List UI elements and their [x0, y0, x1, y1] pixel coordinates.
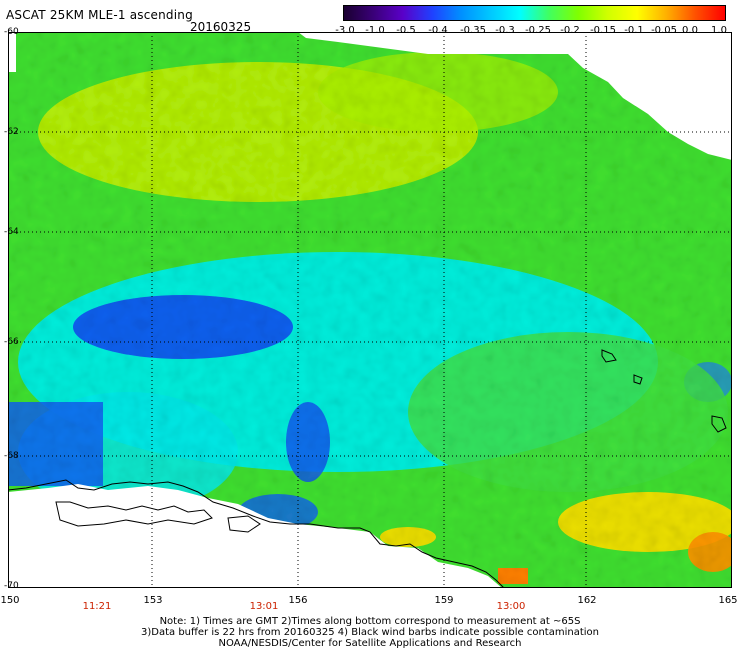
colorbar-label: -0.4 [428, 25, 448, 36]
orange-region [498, 568, 528, 584]
colorbar-label: -3.0 [335, 25, 355, 36]
map-plot [8, 32, 732, 588]
blue-region [8, 402, 103, 486]
land-region [8, 484, 502, 588]
colorbar-label: -1.0 [365, 25, 385, 36]
land-region [8, 32, 16, 72]
colorbar-label: -0.2 [560, 25, 580, 36]
colorbar-label: 1.0 [711, 25, 727, 36]
footnote-line: 3)Data buffer is 22 hrs from 20160325 4)… [141, 627, 599, 638]
coastline [55, 501, 213, 527]
green-region [408, 332, 728, 492]
lat-label: -66 [4, 337, 19, 347]
orange-region [688, 532, 732, 572]
colorbar-label: -0.35 [460, 25, 486, 36]
yellow-region [558, 492, 732, 552]
map-title: ASCAT 25KM MLE-1 ascending [6, 8, 193, 22]
yellow-region [380, 527, 436, 547]
lon-label: 156 [288, 595, 308, 606]
lat-label: -70 [4, 581, 19, 591]
blue-region [73, 295, 293, 359]
map-date: 20160325 [190, 20, 252, 34]
colorbar-label: -0.05 [651, 25, 677, 36]
lon-label: 159 [434, 595, 454, 606]
yellow-green-region [318, 52, 558, 132]
pass-time: 11:21 [82, 601, 112, 612]
colorbar-label: -0.15 [590, 25, 616, 36]
colorbar-label: -0.25 [525, 25, 551, 36]
lat-label: -62 [4, 127, 19, 137]
lon-label: 153 [143, 595, 163, 606]
lon-label: 150 [0, 595, 20, 606]
colorbar-label: -0.5 [396, 25, 416, 36]
graticule [8, 32, 732, 588]
lat-label: -60 [4, 27, 19, 37]
colorbar-label: -0.3 [495, 25, 515, 36]
coastline [633, 374, 643, 385]
footnote-line: Note: 1) Times are GMT 2)Times along bot… [159, 616, 581, 627]
pass-time: 13:01 [249, 601, 279, 612]
blue-region [286, 402, 330, 482]
plot-frame [8, 32, 732, 588]
pass-time: 13:00 [496, 601, 526, 612]
lon-label: 165 [718, 595, 738, 606]
coastline [8, 479, 505, 588]
coastline [227, 515, 261, 533]
coastline [711, 415, 727, 433]
lon-label: 162 [577, 595, 597, 606]
colorbar-label: 0.0 [682, 25, 698, 36]
colorbar [343, 5, 726, 21]
lat-label: -64 [4, 227, 19, 237]
colorbar-label: -0.1 [624, 25, 644, 36]
footnote-line: NOAA/NESDIS/Center for Satellite Applica… [218, 638, 522, 649]
coastline [601, 349, 617, 363]
lat-label: -68 [4, 451, 19, 461]
